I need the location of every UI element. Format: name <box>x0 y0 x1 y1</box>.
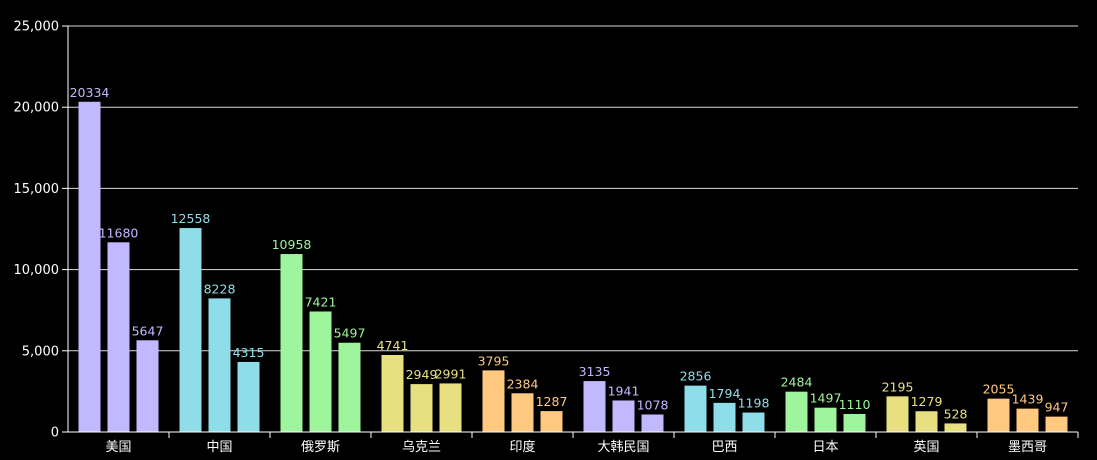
bar <box>713 402 736 432</box>
bar <box>785 391 808 432</box>
data-label: 4741 <box>377 338 409 353</box>
bar <box>886 396 909 432</box>
bar <box>742 412 765 432</box>
data-label: 2384 <box>507 376 539 391</box>
x-category-label: 日本 <box>812 440 838 455</box>
data-label: 1439 <box>1012 392 1044 407</box>
data-label: 2991 <box>435 366 467 381</box>
bar <box>612 400 635 432</box>
bar <box>107 242 130 432</box>
bar <box>684 385 707 432</box>
x-category-label: 英国 <box>913 440 939 455</box>
bar <box>944 423 967 432</box>
data-label: 1287 <box>536 394 568 409</box>
data-label: 5647 <box>132 323 164 338</box>
bar <box>309 311 332 432</box>
data-label: 528 <box>944 406 968 421</box>
y-tick-label: 20,000 <box>14 101 60 116</box>
bar <box>136 340 159 432</box>
data-label: 2856 <box>680 369 712 384</box>
bar <box>641 414 664 432</box>
data-label: 11680 <box>99 225 139 240</box>
bar <box>208 298 231 432</box>
bar <box>814 407 837 432</box>
data-label: 7421 <box>305 294 337 309</box>
bar <box>280 254 303 432</box>
data-label: 1941 <box>608 383 640 398</box>
axes: 0 5,000 10,000 15,000 20,000 25,000 美国 中国 俄罗斯 乌克兰… <box>14 20 1079 455</box>
data-label: 3135 <box>579 364 611 379</box>
bar <box>439 383 462 432</box>
y-tick-label: 15,000 <box>14 182 60 197</box>
bar <box>843 413 866 432</box>
bar <box>237 361 260 432</box>
data-label: 1198 <box>738 396 770 411</box>
data-label: 2195 <box>882 379 914 394</box>
data-label: 1279 <box>911 394 943 409</box>
data-label: 1078 <box>637 397 669 412</box>
data-label: 12558 <box>171 211 211 226</box>
bar <box>540 411 563 432</box>
data-label: 10958 <box>272 237 312 252</box>
data-label: 1794 <box>709 386 741 401</box>
bar <box>915 411 938 432</box>
x-category-label: 印度 <box>509 439 535 455</box>
data-label: 20334 <box>70 85 110 100</box>
x-category-label: 巴西 <box>711 440 737 455</box>
data-label: 8228 <box>204 281 236 296</box>
data-label: 1110 <box>839 397 871 412</box>
x-category-label: 墨西哥 <box>1008 440 1047 455</box>
bar <box>583 381 606 432</box>
bar <box>987 398 1010 432</box>
x-category-label: 大韩民国 <box>597 440 649 455</box>
data-label: 947 <box>1045 400 1069 415</box>
data-label: 5497 <box>334 326 366 341</box>
bar <box>381 355 404 432</box>
data-label: 4315 <box>233 345 265 360</box>
bar <box>78 101 101 432</box>
y-tick-label: 25,000 <box>14 20 60 35</box>
bar <box>1045 416 1068 432</box>
y-tick-label: 5,000 <box>22 344 59 359</box>
bar <box>1016 408 1039 432</box>
bar <box>410 384 433 432</box>
bar <box>338 342 361 432</box>
data-label: 3795 <box>478 353 510 368</box>
data-label: 2484 <box>781 375 813 390</box>
y-tick-label: 10,000 <box>14 263 60 278</box>
y-tick-label: 0 <box>51 426 59 441</box>
x-category-label: 俄罗斯 <box>301 440 340 455</box>
data-label: 2055 <box>983 382 1015 397</box>
data-label: 1497 <box>810 391 842 406</box>
bars <box>78 101 1068 432</box>
x-category-label: 乌克兰 <box>402 439 441 455</box>
bar <box>511 393 534 432</box>
data-labels: 20334 11680 5647 12558 8228 4315 10958 7421 5497… <box>70 85 1069 422</box>
x-category-label: 美国 <box>105 440 131 455</box>
gridlines <box>68 25 1078 352</box>
bar <box>179 228 202 432</box>
x-category-label: 中国 <box>206 440 232 455</box>
data-label: 2949 <box>406 367 438 382</box>
bar <box>482 370 505 432</box>
